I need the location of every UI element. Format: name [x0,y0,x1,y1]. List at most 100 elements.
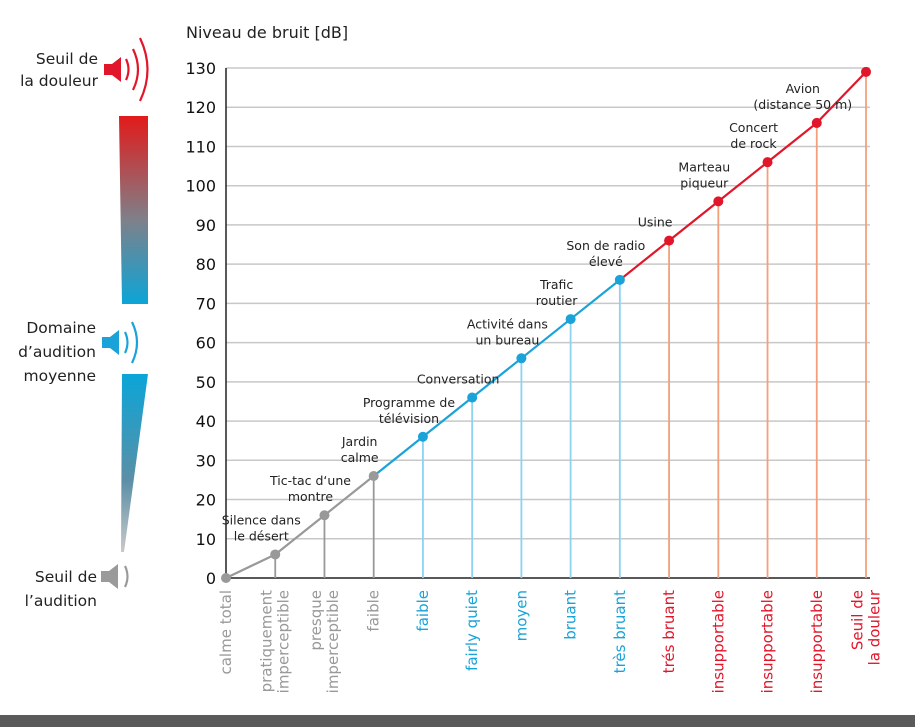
category-label: insupportable [709,590,727,693]
svg-text:fairly quiet: fairly quiet [463,590,481,671]
side-label-pain-threshold: Seuil de la douleur [20,50,99,90]
y-tick-label: 80 [196,255,216,274]
line-segment [717,161,769,203]
data-point [762,157,773,168]
point-label: Concert de rock [729,120,778,151]
svg-text:insupportable: insupportable [759,590,777,693]
data-point [664,235,675,246]
point-label: Activité dans un bureau [467,316,548,347]
point-label: Avion (distance 50 m) [753,81,852,112]
svg-text:presqueimperceptible: presqueimperceptible [307,590,342,693]
data-point [565,314,576,325]
data-line [224,70,868,580]
category-label: moyen [512,590,530,641]
data-point [861,66,871,77]
svg-text:très bruant: très bruant [611,590,629,673]
category-label: très bruant [611,590,629,673]
svg-text:pratiquementimperceptible: pratiquementimperceptible [258,590,293,693]
grid-lines [226,67,870,579]
y-tick-labels: 0 10 20 30 40 50 60 70 80 90 100 110 120 130 [185,59,216,588]
y-tick-label: 130 [185,59,216,78]
category-label: trés bruant [660,590,678,673]
svg-text:faible: faible [365,590,383,632]
category-label: bruant [562,590,580,640]
data-point [221,573,231,583]
point-label: Programme de télévision [363,395,456,426]
category-label: presqueimperceptible [307,590,342,693]
svg-text:moyen: moyen [512,590,530,641]
drop-lines [274,71,867,578]
y-tick-label: 90 [196,216,216,235]
y-tick-label: 60 [196,334,216,353]
point-label: Conversation [417,372,500,387]
line-segment [224,553,277,580]
category-labels: calme total pratiquementimperceptible pres… [217,589,884,693]
data-point [713,196,724,207]
category-label: calme total [217,590,235,675]
data-point [270,549,281,560]
point-label: Usine [638,215,673,230]
point-label: Son de radio élevé [566,238,645,269]
y-tick-label: 40 [196,412,216,431]
y-tick-label: 20 [196,491,216,510]
point-label: Jardin calme [341,434,379,465]
svg-text:Seuil dela douleur: Seuil dela douleur [849,589,884,665]
svg-text:bruant: bruant [562,590,580,640]
svg-text:moyenne: moyenne [24,367,96,385]
svg-text:d’audition: d’audition [18,343,96,361]
svg-text:faible: faible [414,590,432,632]
y-tick-label: 10 [196,530,216,549]
line-segment [372,435,425,478]
category-label: insupportable [808,590,826,693]
y-tick-label: 100 [185,177,216,196]
speaker-loud-icon [104,37,149,102]
intensity-gradient-upper [119,116,148,304]
line-segment [421,396,474,438]
y-tick-label: 30 [196,451,216,470]
line-segment [766,121,818,164]
svg-text:l’audition: l’audition [25,592,97,610]
category-label: faible [365,590,383,632]
y-tick-label: 70 [196,294,216,313]
data-point [417,431,428,442]
svg-text:trés bruant: trés bruant [660,590,678,673]
svg-text:insupportable: insupportable [808,590,826,693]
point-label: Marteau piqueur [678,159,730,190]
y-tick-label: 50 [196,373,216,392]
line-segment [323,474,375,517]
side-label-hearing-threshold: Seuil de l’audition [25,568,97,610]
y-tick-label: 120 [185,98,216,117]
line-segment [815,70,868,125]
line-segment [274,514,326,556]
data-point [516,353,527,364]
point-label: Tic-tac d‘une montre [269,473,351,504]
speaker-quiet-icon [101,564,129,589]
svg-text:Seuil de: Seuil de [36,50,98,68]
line-segment [569,278,621,321]
data-point [467,392,478,403]
category-label: Seuil dela douleur [849,589,884,665]
category-label: fairly quiet [463,590,481,671]
line-segment [667,200,720,242]
footer-bar [0,715,915,727]
category-label: insupportable [759,590,777,693]
y-tick-label: 110 [185,137,216,156]
line-segment [618,239,671,281]
svg-text:Domaine: Domaine [26,319,96,337]
point-label: Silence dans le désert [222,512,301,543]
side-label-average-hearing: Domaine d’audition moyenne [18,319,96,385]
data-point [319,510,330,521]
data-points [221,66,871,583]
point-label: Trafic routier [536,277,578,308]
svg-text:la douleur: la douleur [20,72,99,90]
data-point [811,117,822,128]
line-segment [520,317,572,360]
intensity-gradient-lower [121,374,148,552]
svg-text:insupportable: insupportable [709,590,727,693]
speaker-medium-icon [102,321,139,364]
svg-text:Seuil de: Seuil de [35,568,97,586]
y-tick-label: 0 [206,569,216,588]
chart-title: Niveau de bruit [dB] [186,23,348,42]
category-label: faible [414,590,432,632]
